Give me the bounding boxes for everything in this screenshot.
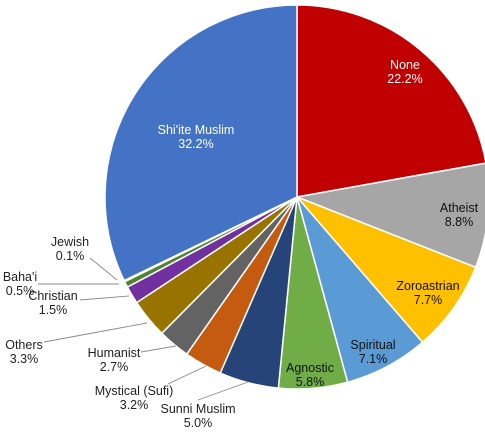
slice-name-mystical-sufi: Mystical (Sufi) bbox=[95, 384, 173, 398]
slice-value-atheist: 8.8% bbox=[445, 215, 474, 229]
slice-value-jewish: 0.1% bbox=[56, 249, 85, 263]
leader-line-sunni-muslim bbox=[197, 381, 249, 401]
pie-slice-none bbox=[296, 4, 485, 198]
slice-value-humanist: 2.7% bbox=[100, 360, 129, 374]
slice-label-sunni-muslim: Sunni Muslim 5.0% bbox=[160, 402, 235, 430]
leader-line-others bbox=[43, 322, 148, 343]
slice-value-christian: 1.5% bbox=[39, 303, 68, 317]
slice-name-none: None bbox=[390, 58, 420, 72]
slice-name-baha-i: Baha'i bbox=[3, 270, 37, 284]
slice-value-none: 22.2% bbox=[387, 72, 422, 86]
slice-value-shi-ite-muslim: 32.2% bbox=[178, 137, 213, 151]
slice-value-sunni-muslim: 5.0% bbox=[184, 416, 213, 430]
slice-value-others: 3.3% bbox=[10, 352, 39, 366]
slice-name-agnostic: Agnostic bbox=[286, 361, 334, 375]
leader-line-christian bbox=[79, 295, 130, 301]
slice-name-spiritual: Spiritual bbox=[350, 338, 395, 352]
leader-line-humanist bbox=[140, 345, 177, 353]
slice-label-others: Others 3.3% bbox=[5, 338, 43, 366]
slice-label-baha-i: Baha'i 0.5% bbox=[3, 270, 37, 298]
slice-name-humanist: Humanist bbox=[88, 346, 141, 360]
slice-name-others: Others bbox=[5, 338, 43, 352]
pie-slice-atheist bbox=[294, 162, 485, 269]
slice-label-christian: Christian 1.5% bbox=[28, 289, 77, 317]
slice-value-agnostic: 5.8% bbox=[296, 375, 325, 389]
leader-line-mystical-sufi bbox=[167, 365, 207, 385]
slice-label-spiritual: Spiritual 7.1% bbox=[350, 338, 395, 366]
slice-name-zoroastrian: Zoroastrian bbox=[396, 279, 459, 293]
slice-label-agnostic: Agnostic 5.8% bbox=[286, 361, 334, 389]
slice-label-mystical-sufi: Mystical (Sufi) 3.2% bbox=[95, 384, 173, 412]
slice-value-spiritual: 7.1% bbox=[359, 352, 388, 366]
slice-name-christian: Christian bbox=[28, 289, 77, 303]
pie-slice-zoroastrian bbox=[296, 196, 477, 344]
slice-label-none: None 22.2% bbox=[387, 58, 422, 86]
leader-line-jewish bbox=[89, 257, 118, 281]
pie-slice-shi-ite-muslim bbox=[104, 4, 298, 282]
slice-label-atheist: Atheist 8.8% bbox=[440, 201, 479, 229]
slice-label-humanist: Humanist 2.7% bbox=[88, 346, 141, 374]
slice-label-zoroastrian: Zoroastrian 7.7% bbox=[396, 279, 459, 307]
slice-name-shi-ite-muslim: Shi'ite Muslim bbox=[158, 123, 235, 137]
slice-label-shi-ite-muslim: Shi'ite Muslim 32.2% bbox=[158, 123, 235, 151]
slice-label-jewish: Jewish 0.1% bbox=[51, 235, 89, 263]
slice-name-jewish: Jewish bbox=[51, 235, 89, 249]
slice-value-baha-i: 0.5% bbox=[6, 284, 35, 298]
slice-value-zoroastrian: 7.7% bbox=[414, 293, 443, 307]
slice-value-mystical-sufi: 3.2% bbox=[120, 398, 149, 412]
slice-name-sunni-muslim: Sunni Muslim bbox=[160, 402, 235, 416]
slice-name-atheist: Atheist bbox=[440, 201, 479, 215]
